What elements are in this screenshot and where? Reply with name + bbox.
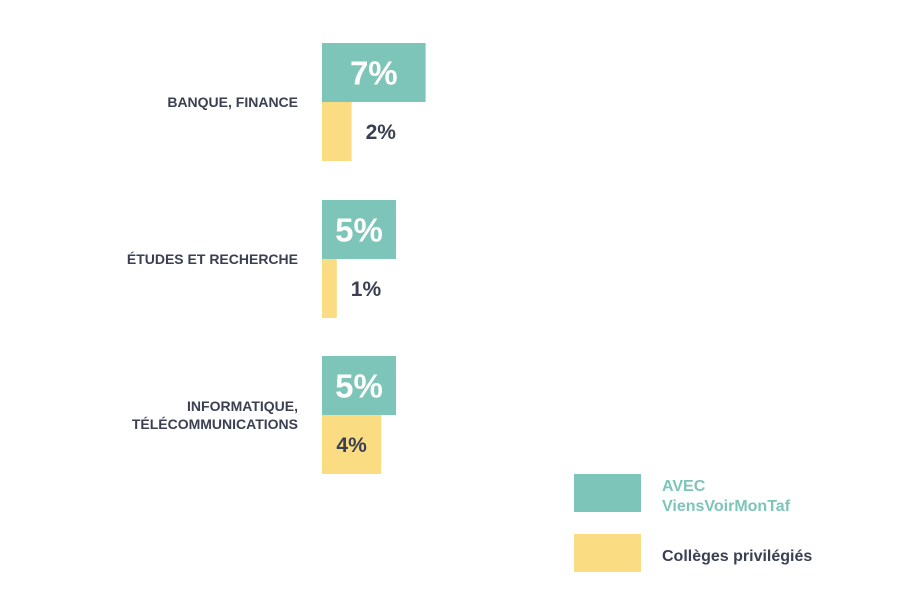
- legend-label: AVEC: [662, 478, 706, 495]
- category-label: INFORMATIQUE,: [187, 398, 298, 414]
- legend-label: ViensVoirMonTaf: [662, 498, 791, 515]
- data-label: 4%: [336, 434, 367, 457]
- bars-layer: [322, 43, 426, 474]
- legend-label: Collèges privilégiés: [662, 548, 812, 565]
- legend: AVEC ViensVoirMonTaf Collèges privilégiés: [574, 474, 812, 572]
- data-label: 1%: [351, 278, 382, 301]
- data-label: 7%: [350, 54, 398, 91]
- bar-viensvoirmontaf: [322, 356, 396, 415]
- data-label: 5%: [335, 367, 383, 404]
- bar-colleges-privilegies: [322, 415, 382, 474]
- category-label: ÉTUDES ET RECHERCHE: [127, 251, 298, 267]
- data-label: 5%: [335, 211, 383, 248]
- bar-colleges-privilegies: [322, 259, 337, 318]
- legend-swatch: [574, 474, 641, 512]
- legend-swatch: [574, 534, 641, 572]
- category-label: TÉLÉCOMMUNICATIONS: [132, 416, 298, 432]
- bar-viensvoirmontaf: [322, 200, 396, 259]
- labels-layer: BANQUE, FINANCE 7% 2% ÉTUDES ET RECHERCHE 5%…: [127, 54, 398, 457]
- bar-colleges-privilegies: [322, 102, 352, 161]
- category-label: BANQUE, FINANCE: [167, 94, 298, 110]
- bar-viensvoirmontaf: [322, 43, 426, 102]
- data-label: 2%: [366, 121, 397, 144]
